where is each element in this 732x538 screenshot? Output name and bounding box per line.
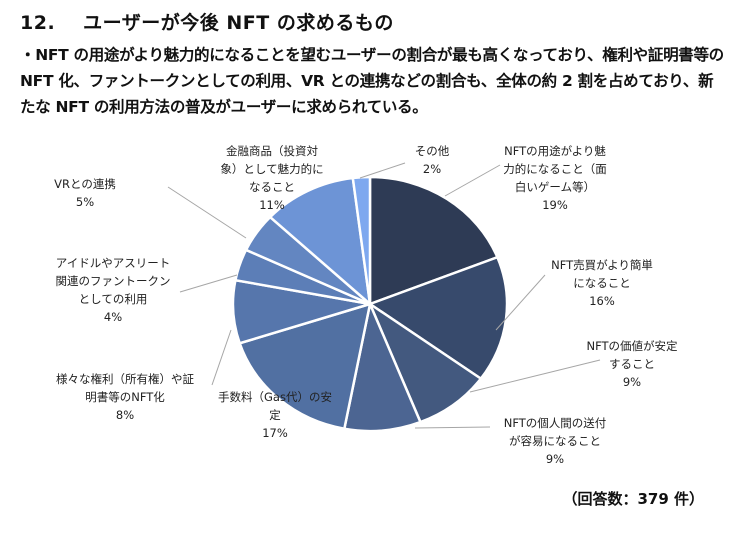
slice-value-label: 4% [103, 310, 123, 324]
slice-label-line: 手数料（Gas代）の安 [218, 390, 332, 404]
slice-label: 金融商品（投資対 象）として魅力的に なること 11% [220, 142, 323, 214]
slice-label: NFTの個人間の送付 が容易になること 9% [504, 414, 607, 468]
slice-label: その他 2% [415, 142, 450, 178]
slice-label-line: 白いゲーム等） [514, 180, 596, 194]
slice-label-line: NFTの価値が安定 [586, 339, 678, 353]
leader-line [167, 186, 247, 239]
slice-label-line: アイドルやアスリート [55, 256, 171, 270]
summary-text: ・NFT の用途がより魅力的になることを望むユーザーの割合が最も高くなっており、… [20, 46, 724, 116]
leader-line [444, 164, 501, 197]
slice-label-line: 象）として魅力的に [220, 162, 324, 176]
section-heading: 12. ユーザーが今後 NFT の求めるもの [20, 8, 394, 35]
slice-label-line: 定 [269, 408, 281, 422]
slice-value-label: 8% [115, 408, 135, 422]
leader-line [211, 329, 232, 386]
slice-label-line: NFTの個人間の送付 [503, 416, 607, 430]
leader-line [179, 274, 238, 293]
slice-label: VRとの連携 5% [54, 175, 116, 211]
leader-line [469, 359, 601, 393]
slice-label-line: 関連のファントークン [55, 274, 171, 288]
slice-label: NFTの用途がより魅 力的になること（面 白いゲーム等） 19% [503, 142, 607, 214]
slice-label: アイドルやアスリート 関連のファントークン としての利用 4% [56, 254, 171, 326]
slice-value-label: 9% [622, 375, 642, 389]
slice-label-line: VRとの連携 [54, 177, 116, 191]
slice-value-label: 11% [259, 198, 285, 212]
slice-label-line: その他 [414, 144, 450, 158]
slice-label: NFT売買がより簡単 になること 16% [551, 256, 653, 310]
leader-line [495, 274, 546, 331]
slice-label-line: 様々な権利（所有権）や証 [56, 372, 194, 386]
pie-slice [238, 302, 372, 431]
slice-value-label: 5% [75, 195, 95, 209]
pie-slice [268, 176, 372, 308]
slice-label-line: すること [608, 357, 655, 371]
slice-label-line: NFTの用途がより魅 [504, 144, 606, 158]
slice-value-label: 16% [589, 294, 615, 308]
section-title: ユーザーが今後 NFT の求めるもの [83, 12, 394, 34]
slice-value-label: 9% [545, 452, 565, 466]
leader-line [359, 162, 406, 179]
slice-value-label: 17% [262, 426, 288, 440]
slice-value-label: 2% [422, 162, 442, 176]
response-count: （回答数：379 件） [562, 490, 704, 508]
leader-line [414, 426, 491, 429]
slice-label-line: 明書等のNFT化 [85, 390, 165, 404]
slice-label: 様々な権利（所有権）や証 明書等のNFT化 8% [56, 370, 194, 424]
pie-slice [367, 255, 509, 381]
slice-label-line: としての利用 [78, 292, 148, 306]
slice-label-line: が容易になること [508, 434, 601, 448]
slice-label: NFTの価値が安定 すること 9% [586, 337, 677, 391]
section-number: 12. [20, 12, 56, 34]
slice-label-line: になること [573, 276, 631, 290]
slice-value-label: 19% [542, 198, 568, 212]
slice-label: 手数料（Gas代）の安定 17% [218, 388, 332, 442]
slice-label-line: なること [249, 180, 295, 194]
slice-label-line: 金融商品（投資対 [226, 144, 318, 158]
slice-label-line: NFT売買がより簡単 [551, 258, 653, 272]
slice-label-line: 力的になること（面 [503, 162, 607, 176]
pie-slice [368, 175, 500, 306]
